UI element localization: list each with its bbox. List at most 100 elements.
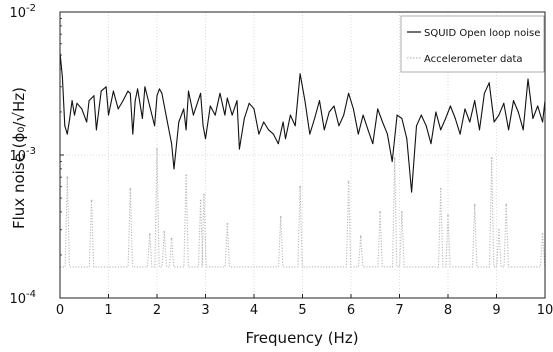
x-axis-title: Frequency (Hz) bbox=[245, 329, 358, 347]
axis-ticks: 0 1 2 3 4 5 6 7 8 9 10 10-4 10-3 10-2 bbox=[9, 3, 553, 318]
squid-point bbox=[214, 114, 216, 116]
squid-point bbox=[430, 143, 432, 145]
squid-point bbox=[238, 148, 240, 150]
squid-point bbox=[289, 114, 291, 116]
x-tick-label: 3 bbox=[201, 303, 209, 318]
y-tick-label: 10-2 bbox=[9, 3, 36, 21]
squid-point bbox=[348, 92, 350, 94]
squid-point bbox=[415, 125, 417, 127]
accelerometer-peak bbox=[148, 233, 151, 235]
accelerometer-peak bbox=[90, 199, 93, 202]
squid-point bbox=[454, 117, 456, 119]
squid-point bbox=[469, 121, 471, 123]
accelerometer-peak bbox=[359, 235, 362, 238]
squid-point bbox=[205, 138, 206, 140]
squid-point bbox=[512, 100, 514, 102]
squid-point bbox=[362, 114, 364, 116]
accelerometer-peak bbox=[439, 187, 442, 190]
squid-point bbox=[219, 92, 221, 94]
squid-point bbox=[166, 117, 168, 119]
accelerometer-peak bbox=[170, 237, 173, 240]
squid-point bbox=[236, 100, 238, 102]
squid-point bbox=[277, 143, 279, 145]
x-tick-label: 4 bbox=[250, 303, 258, 318]
squid-point bbox=[517, 111, 519, 113]
squid-point bbox=[141, 117, 143, 119]
y-axis-title: Flux noise (ϕ₀/√Hz) bbox=[10, 87, 28, 229]
squid-point bbox=[209, 105, 211, 107]
squid-point bbox=[154, 125, 156, 127]
x-tick-label: 5 bbox=[298, 303, 306, 318]
squid-point bbox=[508, 129, 510, 131]
squid-point bbox=[323, 129, 325, 131]
squid-point bbox=[328, 111, 330, 113]
squid-point bbox=[258, 133, 260, 135]
accelerometer-peak bbox=[129, 187, 132, 190]
accelerometer-peak bbox=[447, 214, 449, 216]
squid-point bbox=[304, 100, 306, 102]
squid-point bbox=[401, 117, 403, 119]
squid-point bbox=[338, 125, 340, 127]
squid-point bbox=[532, 117, 534, 119]
squid-point bbox=[224, 114, 226, 116]
squid-point bbox=[81, 108, 83, 110]
accelerometer-peak bbox=[541, 233, 544, 235]
squid-point bbox=[299, 73, 301, 75]
squid-point bbox=[425, 125, 427, 127]
squid-point bbox=[95, 129, 97, 131]
series-layer bbox=[59, 52, 546, 268]
squid-point bbox=[129, 92, 131, 94]
squid-point bbox=[66, 133, 68, 135]
squid-point bbox=[420, 114, 422, 116]
squid-point bbox=[537, 105, 539, 107]
squid-point bbox=[71, 100, 73, 102]
legend-label-accelerometer: Accelerometer data bbox=[424, 54, 523, 65]
squid-point bbox=[391, 161, 393, 163]
squid-point bbox=[411, 191, 413, 193]
y-tick-label: 10-3 bbox=[9, 146, 36, 164]
squid-point bbox=[479, 129, 481, 131]
squid-point bbox=[185, 129, 187, 131]
squid-point bbox=[88, 100, 90, 102]
squid-point bbox=[352, 108, 354, 110]
squid-point bbox=[171, 143, 173, 145]
squid-point bbox=[69, 117, 71, 119]
squid-point bbox=[144, 86, 146, 88]
accelerometer-peak bbox=[226, 222, 229, 225]
squid-point bbox=[314, 117, 316, 119]
squid-point bbox=[542, 121, 544, 123]
accelerometer-peak bbox=[203, 193, 205, 196]
accelerometer-peak bbox=[490, 157, 493, 160]
squid-point bbox=[474, 100, 476, 102]
y-tick-label: 10-4 bbox=[9, 289, 36, 307]
squid-point bbox=[309, 133, 311, 135]
squid-point bbox=[445, 117, 447, 119]
squid-point bbox=[122, 100, 124, 102]
legend-label-squid: SQUID Open loop noise bbox=[424, 28, 540, 39]
squid-point bbox=[200, 92, 202, 94]
accelerometer-peak bbox=[66, 176, 69, 179]
x-tick-label: 9 bbox=[492, 303, 500, 318]
squid-point bbox=[134, 100, 136, 102]
squid-point bbox=[459, 133, 461, 135]
squid-point bbox=[74, 114, 76, 116]
accelerometer-peak bbox=[163, 230, 166, 233]
accelerometer-peak bbox=[185, 174, 188, 177]
accelerometer-peak bbox=[393, 157, 396, 160]
accelerometer-peak bbox=[299, 185, 301, 188]
x-tick-label: 6 bbox=[347, 303, 355, 318]
accelerometer-peak bbox=[347, 180, 350, 183]
squid-point bbox=[161, 92, 163, 94]
squid-point bbox=[488, 82, 490, 84]
accelerometer-peak bbox=[473, 203, 476, 206]
squid-point bbox=[243, 117, 245, 119]
squid-point bbox=[93, 95, 95, 97]
accelerometer-peak bbox=[156, 148, 158, 150]
squid-point bbox=[132, 133, 134, 135]
legend: SQUID Open loop noise Accelerometer data bbox=[400, 15, 545, 73]
squid-point bbox=[449, 105, 451, 107]
squid-point bbox=[61, 76, 63, 78]
x-tick-label: 2 bbox=[153, 303, 161, 318]
squid-point bbox=[285, 138, 287, 140]
